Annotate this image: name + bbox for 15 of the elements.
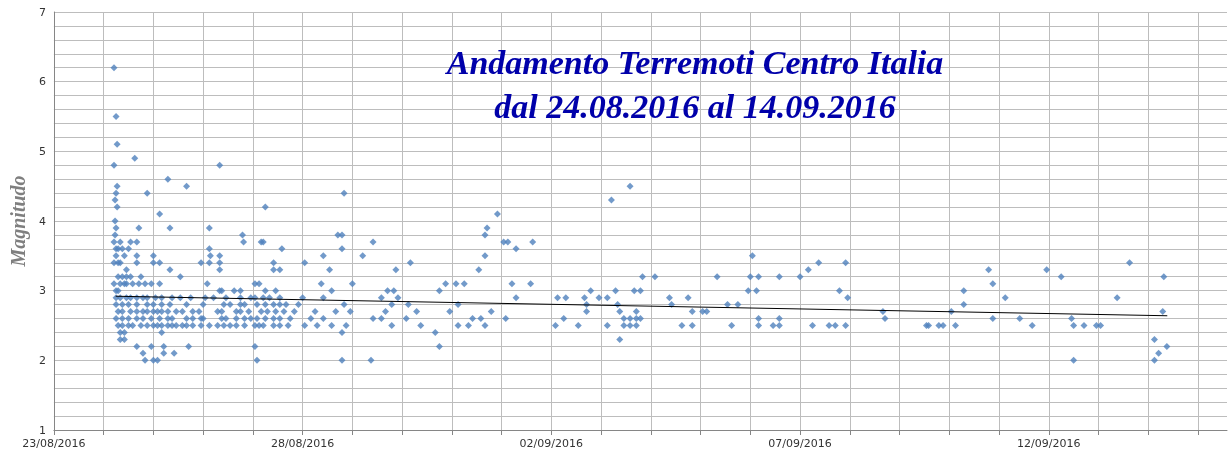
y-tick-label: 2: [38, 353, 46, 367]
y-tick-label: 6: [38, 75, 46, 89]
x-tick-label: 23/08/2016: [22, 437, 86, 450]
text: Andamento Terremoti Centro Italia: [444, 43, 944, 81]
y-tick-label: 5: [38, 144, 46, 158]
y-axis-title: Magnitudo: [7, 175, 30, 268]
x-tick-label: 28/08/2016: [270, 437, 335, 450]
x-tick-label: 12/09/2016: [1017, 437, 1081, 450]
y-tick-label: 1: [38, 423, 46, 437]
y-tick-label: 4: [38, 214, 46, 228]
y-tick-label: 7: [38, 5, 46, 19]
text: dal 24.08.2016 al 14.09.2016: [494, 87, 896, 125]
y-tick-label: 3: [38, 284, 46, 298]
x-tick-label: 07/09/2016: [768, 437, 832, 450]
x-tick-label: 02/09/2016: [519, 437, 584, 450]
